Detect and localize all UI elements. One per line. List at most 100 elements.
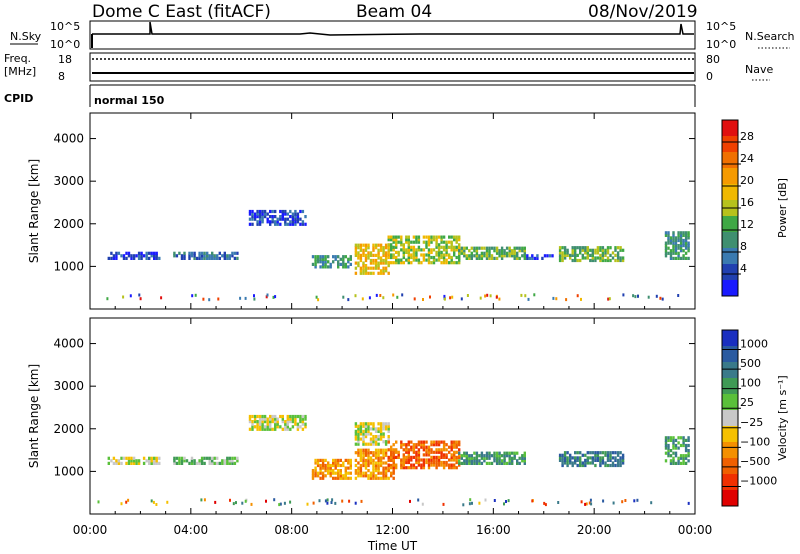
velocity-cell — [359, 474, 363, 478]
velocity-cell — [400, 458, 403, 462]
velocity-cell — [445, 453, 448, 457]
velocity-cell — [390, 458, 393, 462]
power-cell — [299, 217, 302, 221]
power-cell — [684, 233, 688, 237]
velocity-cell — [407, 443, 410, 447]
velocity-cell — [679, 443, 683, 448]
power-cell — [669, 256, 673, 260]
power-cell — [395, 235, 398, 239]
velocity-cell — [331, 498, 334, 502]
power-cell — [599, 248, 602, 252]
velocity-cell — [563, 456, 567, 460]
velocity-cell — [579, 463, 582, 468]
power-cell — [508, 246, 511, 250]
velocity-cell — [616, 461, 620, 465]
power-cell — [382, 253, 385, 257]
power-cell — [130, 254, 133, 258]
velocity-cell — [596, 453, 600, 457]
power-cell — [455, 235, 458, 239]
date-label: 08/Nov/2019 — [588, 2, 698, 22]
power-cell — [435, 245, 438, 249]
power-cell — [523, 256, 526, 260]
velocity-cell — [437, 455, 441, 459]
velocity-cell — [175, 456, 179, 460]
power-cell — [226, 256, 229, 260]
velocity-cell — [266, 427, 269, 431]
power-cell — [674, 256, 678, 260]
power-cell — [677, 254, 680, 258]
velocity-cell — [364, 458, 368, 462]
velocity-cell — [379, 424, 383, 428]
velocity-cell — [379, 476, 383, 480]
velocity-cell — [374, 453, 378, 457]
velocity-cell — [460, 456, 463, 460]
velocity-cell — [672, 461, 675, 465]
velocity-cell — [518, 461, 521, 465]
velocity-cell — [319, 458, 322, 462]
velocity-cell — [427, 463, 431, 467]
power-cell — [442, 235, 446, 239]
velocity-cell — [435, 458, 438, 462]
velocity-cell — [478, 454, 481, 458]
power-cell — [687, 236, 690, 240]
power-cell — [294, 220, 297, 224]
power-cell — [561, 251, 564, 255]
power-cell — [190, 251, 194, 255]
velocity-cell — [261, 425, 264, 429]
velocity-cell — [258, 422, 262, 426]
power-cell — [342, 262, 345, 266]
velocity-cell — [574, 451, 577, 455]
velocity-cell — [261, 417, 264, 421]
power-cell — [321, 255, 325, 259]
power-cell — [422, 255, 426, 260]
power-cell — [372, 253, 375, 257]
velocity-cell — [347, 458, 350, 462]
velocity-cell — [384, 440, 388, 444]
power-cell — [271, 217, 274, 221]
velocity-cell — [387, 448, 390, 452]
velocity-cell — [435, 450, 438, 454]
power-cell — [369, 253, 373, 257]
velocity-cell — [584, 463, 587, 468]
power-cell — [251, 217, 254, 221]
power-cell — [417, 248, 421, 252]
velocity-cell — [279, 502, 282, 506]
velocity-cell — [453, 443, 456, 447]
velocity-cell — [604, 463, 607, 468]
velocity-cell — [574, 461, 577, 465]
power-cell — [206, 251, 209, 255]
velocity-cell — [321, 476, 325, 480]
power-cell — [674, 238, 678, 243]
velocity-cell — [265, 499, 267, 503]
velocity-cell — [392, 443, 395, 447]
velocity-cell — [372, 435, 375, 439]
velocity-cell — [374, 448, 378, 452]
power-cell — [495, 251, 499, 255]
velocity-cell — [422, 448, 426, 452]
velocity-cell — [142, 461, 146, 465]
velocity-cell — [674, 443, 678, 448]
power-cell — [148, 251, 151, 255]
velocity-cell — [342, 474, 345, 478]
power-cell — [150, 254, 153, 258]
power-cell — [349, 255, 352, 259]
velocity-cell — [609, 453, 612, 457]
power-cell — [396, 295, 399, 299]
velocity-cell — [405, 450, 408, 454]
power-cell — [301, 209, 305, 214]
power-cell — [276, 217, 279, 221]
velocity-cell — [679, 461, 683, 465]
velocity-cell — [127, 461, 131, 465]
power-cell — [458, 249, 461, 253]
velocity-cell — [392, 455, 395, 459]
power-cell — [367, 256, 370, 260]
velocity-cell — [523, 461, 526, 465]
velocity-cell — [357, 435, 360, 439]
velocity-cell — [316, 463, 320, 468]
velocity-cell — [359, 458, 363, 462]
velocity-cell — [417, 440, 421, 444]
power-cell — [483, 251, 486, 255]
power-cell — [294, 222, 297, 226]
velocity-cell — [561, 456, 564, 460]
power-cell — [202, 297, 205, 301]
